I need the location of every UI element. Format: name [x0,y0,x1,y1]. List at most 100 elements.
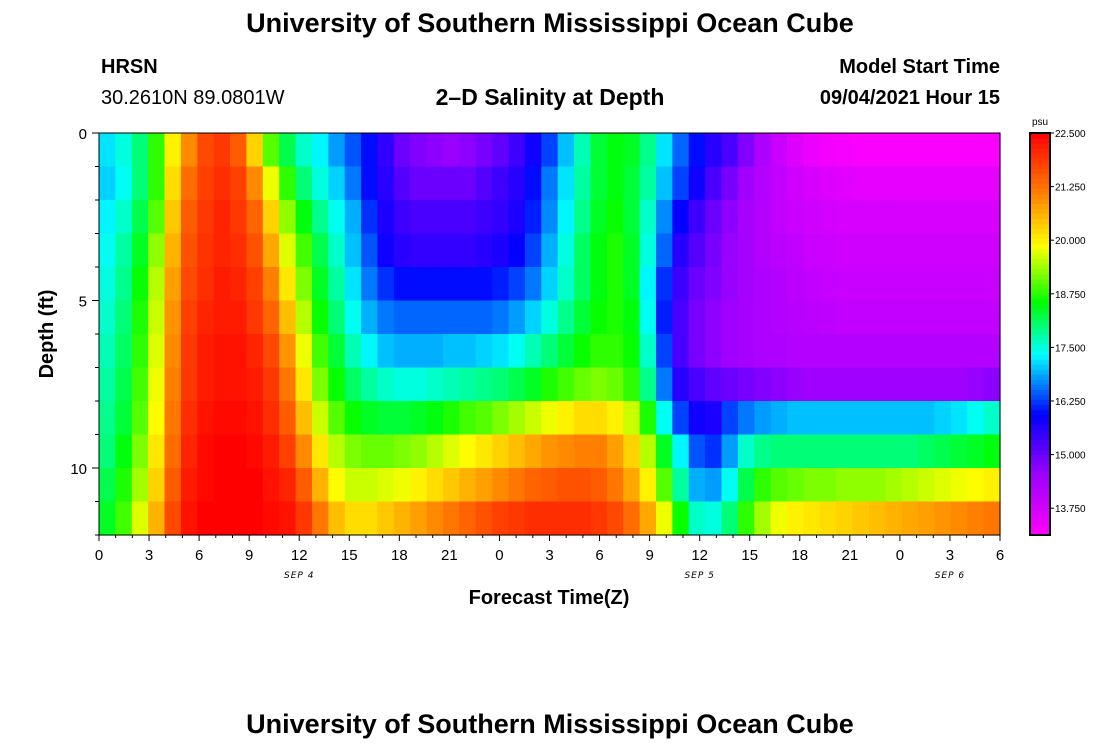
heatmap-cell [574,401,592,436]
heatmap-cell [918,267,936,302]
heatmap-cell [672,166,690,201]
heatmap-cell [770,267,788,302]
heatmap-cell [737,334,755,369]
heatmap-cell [590,334,608,369]
heatmap-cell [508,401,526,436]
colorbar-segment [1030,384,1050,390]
heatmap-cell [737,267,755,302]
heatmap-cell [279,367,297,402]
heatmap-cell [508,166,526,201]
heatmap-cell [655,133,673,168]
heatmap-cell [721,300,739,335]
heatmap-cell [770,233,788,268]
heatmap-cell [230,200,248,235]
colorbar-segment [1030,369,1050,375]
heatmap-cell [475,334,493,369]
colorbar-segment [1030,424,1050,431]
heatmap-cell [492,468,510,503]
heatmap-cell [246,233,264,268]
x-tick-label: 18 [391,547,408,564]
heatmap-cell [983,468,1001,503]
heatmap-cell [131,133,149,168]
heatmap-cell [918,133,936,168]
heatmap-cell [180,501,198,536]
heatmap-cell [918,166,936,201]
heatmap-cell [148,401,166,436]
heatmap-cell [557,401,575,436]
heatmap-cell [590,200,608,235]
colorbar-segment [1030,313,1050,320]
heatmap-cell [803,233,821,268]
heatmap-cell [213,401,231,436]
heatmap-cell [328,468,346,503]
heatmap-cell [426,300,444,335]
heatmap-cell [557,434,575,469]
heatmap-cell [131,200,149,235]
heatmap-cell [131,367,149,402]
heatmap-cell [459,133,477,168]
heatmap-cell [262,501,280,536]
heatmap-cell [688,300,706,335]
heatmap-cell [295,434,313,469]
heatmap-cell [213,166,231,201]
heatmap-cell [443,233,460,268]
heatmap-cell [983,300,1001,335]
heatmap-cell [295,334,313,369]
x-tick-label: 12 [691,547,708,564]
x-tick-label: 9 [645,547,653,564]
colorbar-segment [1030,524,1050,531]
heatmap-cell [328,233,346,268]
colorbar-segment [1030,258,1050,265]
heatmap-cell [836,334,854,369]
heatmap-cell [885,434,903,469]
heatmap-cell [721,233,739,268]
heatmap-cell [148,133,166,168]
heatmap-cell [99,468,116,503]
heatmap-cell [705,233,723,268]
heatmap-cell [950,166,968,201]
heatmap-cell [737,300,755,335]
heatmap-cell [950,334,968,369]
heatmap-cell [967,233,985,268]
colorbar-segment [1030,434,1050,441]
colorbar-segment [1030,444,1050,451]
heatmap-cell [180,233,198,268]
heatmap-cell [99,300,116,335]
heatmap-cell [672,401,690,436]
heatmap-cell [754,233,772,268]
heatmap-cell [443,133,460,168]
heatmap-cell [295,267,313,302]
heatmap-cell [754,200,772,235]
heatmap-cell [868,300,886,335]
heatmap-cell [426,166,444,201]
heatmap-cell [934,334,952,369]
x-tick-label: 6 [195,547,203,564]
date-label: SEP 6 [935,571,965,581]
heatmap-cell [279,166,297,201]
heatmap-cell [377,300,395,335]
heatmap-cell [328,300,346,335]
heatmap-cell [918,401,936,436]
heatmap-cell [279,501,297,536]
heatmap-cell [574,267,592,302]
heatmap-cell [443,200,460,235]
heatmap-cell [164,401,182,436]
heatmap-cell [99,133,116,168]
heatmap-cell [295,166,313,201]
heatmap-cell [590,468,608,503]
colorbar-segment [1030,364,1050,370]
heatmap-cell [639,233,657,268]
heatmap-cell [311,367,329,402]
heatmap-cell [672,367,690,402]
heatmap-cell [115,233,133,268]
heatmap-cell [721,200,739,235]
heatmap-cell [836,200,854,235]
heatmap-cell [410,501,428,536]
heatmap-cell [508,501,526,536]
heatmap-cell [328,334,346,369]
heatmap-cell [541,468,559,503]
page-title-bottom: University of Southern Mississippi Ocean… [246,709,854,739]
heatmap-cell [885,501,903,536]
heatmap-cell [557,468,575,503]
colorbar-segment [1030,484,1050,491]
